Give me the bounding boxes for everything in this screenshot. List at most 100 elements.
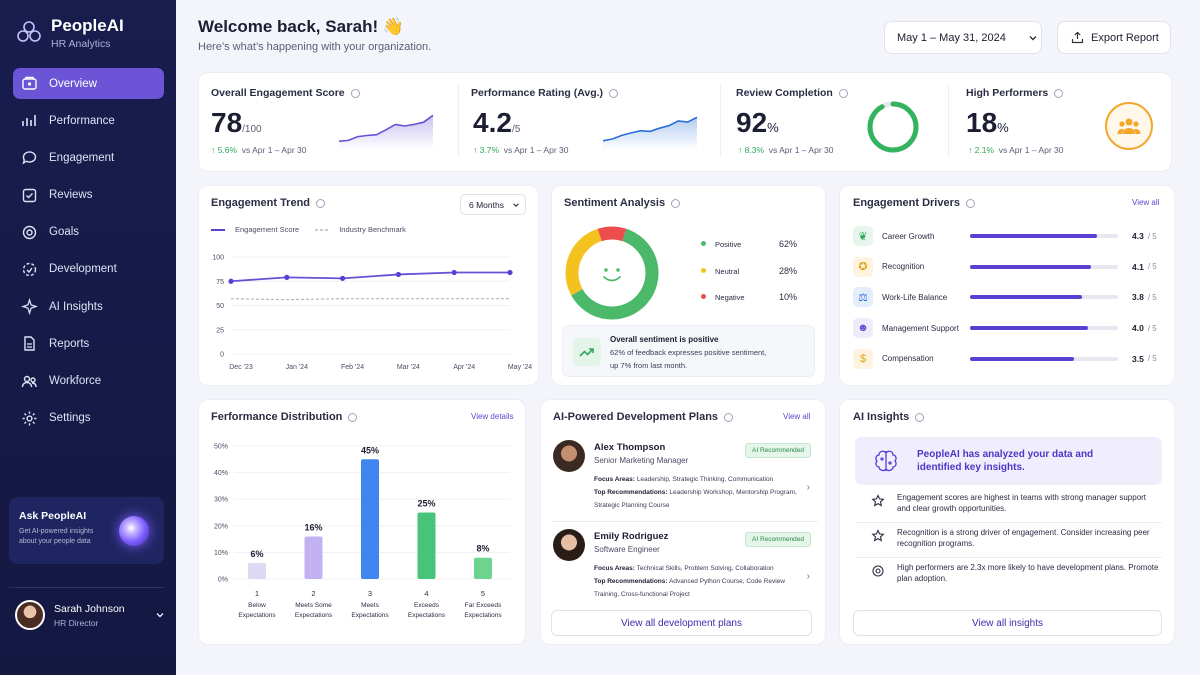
driver-bar-fill xyxy=(970,356,1074,361)
sidebar-item-ai-insights[interactable]: AI Insights xyxy=(13,291,164,322)
ask-title: Ask PeopleAI xyxy=(19,510,87,522)
view-all-plans-button[interactable]: View all development plans xyxy=(551,610,812,636)
driver-row: $ Compensation 3.5/ 5 xyxy=(853,348,1163,370)
ask-peopleai-card[interactable]: Ask PeopleAI Get AI-powered insights abo… xyxy=(9,497,164,564)
y-tick-label: 75 xyxy=(216,279,224,286)
x-tick-label: 5 xyxy=(481,589,485,598)
page-title: Welcome back, Sarah! 👋 xyxy=(198,17,405,36)
chevron-down-icon[interactable] xyxy=(155,610,165,620)
ai-orb-icon[interactable] xyxy=(119,516,149,546)
info-icon[interactable] xyxy=(671,198,681,208)
sidebar-item-label: AI Insights xyxy=(49,300,103,313)
info-icon[interactable] xyxy=(1054,88,1064,98)
driver-bar-fill xyxy=(970,264,1092,269)
sidebar-item-workforce[interactable]: Workforce xyxy=(13,366,164,397)
plan-card[interactable]: Emily Rodriguez Software Engineer AI Rec… xyxy=(551,523,818,611)
y-tick-label: 0 xyxy=(220,352,224,359)
engagement-point xyxy=(228,278,234,284)
category-label: Expectations xyxy=(464,612,502,619)
sparkline-area xyxy=(339,115,433,150)
export-report-button[interactable]: Export Report xyxy=(1057,21,1171,54)
sidebar-item-label: Reviews xyxy=(49,189,93,202)
sidebar-item-overview[interactable]: Overview xyxy=(13,68,164,99)
plans-view-all-link[interactable]: View all xyxy=(783,412,811,421)
perf-view-details-link[interactable]: View details xyxy=(471,412,514,421)
info-icon[interactable] xyxy=(838,88,848,98)
sidebar-item-reviews[interactable]: Reviews xyxy=(13,180,164,211)
driver-row: ☻ Management Support 4.0/ 5 xyxy=(853,317,1163,339)
sparkline-line xyxy=(338,114,434,142)
date-range-picker[interactable]: May 1 – May 31, 2024 xyxy=(884,21,1042,54)
legend-label: Negative xyxy=(715,293,745,302)
user-profile[interactable]: Sarah Johnson HR Director xyxy=(15,600,165,630)
chevron-right-icon[interactable]: › xyxy=(806,482,810,493)
sprout-icon: ❦ xyxy=(853,226,873,246)
chevron-right-icon[interactable]: › xyxy=(806,571,810,582)
plan-recommendations: Top Recommendations: Leadership Workshop… xyxy=(594,489,797,509)
kpi-delta: ↑ 3.7% vs Apr 1 – Apr 30 xyxy=(473,145,569,155)
bar-value-label: 25% xyxy=(417,499,435,509)
insight-divider xyxy=(855,557,1162,558)
y-tick-label: 40% xyxy=(214,470,228,477)
y-tick-label: 10% xyxy=(214,550,228,557)
engagement-drivers-card xyxy=(839,185,1175,386)
legend-value: 62% xyxy=(779,239,798,249)
sidebar-item-goals[interactable]: Goals xyxy=(13,217,164,248)
info-icon[interactable] xyxy=(348,412,358,422)
driver-max: / 5 xyxy=(1147,231,1157,241)
smiley-eye xyxy=(604,268,608,272)
sidebar-item-label: Performance xyxy=(49,114,115,127)
bar-value-label: 45% xyxy=(361,445,379,455)
driver-max: / 5 xyxy=(1147,354,1157,364)
drivers-view-all-link[interactable]: View all xyxy=(1132,198,1160,207)
y-tick-label: 25 xyxy=(216,327,224,334)
sidebar-item-reports[interactable]: Reports xyxy=(13,328,164,359)
people-icon xyxy=(21,375,37,387)
export-label: Export Report xyxy=(1091,31,1159,44)
chevron-down-icon xyxy=(513,202,519,207)
benchmark-line xyxy=(230,298,510,301)
view-all-insights-button[interactable]: View all insights xyxy=(853,610,1162,636)
team-icon xyxy=(1105,102,1153,150)
sidebar: PeopleAI HR Analytics Overview Performanc… xyxy=(0,0,176,675)
driver-label: Career Growth xyxy=(882,231,935,241)
y-tick-label: 100 xyxy=(212,255,224,262)
plan-focus: Focus Areas: Leadership, Strategic Think… xyxy=(594,476,774,483)
bar xyxy=(248,563,266,579)
x-tick-label: Mar '24 xyxy=(397,364,420,371)
sentiment-slice-negative xyxy=(597,226,627,242)
scale-icon: ⚖ xyxy=(853,287,873,308)
legend-label: Engagement Score xyxy=(235,225,300,234)
sidebar-item-engagement[interactable]: Engagement xyxy=(13,142,164,173)
driver-score: 3.5 xyxy=(1132,353,1144,364)
info-icon[interactable] xyxy=(609,88,619,98)
plan-card[interactable]: Alex Thompson Senior Marketing Manager A… xyxy=(551,434,818,522)
star-icon xyxy=(871,494,885,507)
info-icon[interactable] xyxy=(350,88,360,98)
insights-headline-box: PeopleAI has analyzed your data and iden… xyxy=(855,437,1162,485)
sidebar-item-performance[interactable]: Performance xyxy=(13,105,164,136)
sparkline-line xyxy=(602,116,698,142)
sidebar-item-settings[interactable]: Settings xyxy=(13,403,164,434)
sidebar-item-development[interactable]: Development xyxy=(13,254,164,285)
driver-bar-fill xyxy=(970,234,1098,238)
plan-name: Alex Thompson xyxy=(594,442,666,453)
sidebar-nav: Overview Performance Engagement Reviews Goal… xyxy=(13,68,164,440)
card-title: AI-Powered Development Plans xyxy=(553,411,734,423)
category-label: Far Exceeds xyxy=(465,602,502,609)
driver-bar-fill xyxy=(970,326,1089,331)
ai-recommended-badge: AI Recommended xyxy=(745,532,812,547)
info-icon[interactable] xyxy=(965,198,975,208)
driver-row: ❦ Career Growth 4.3/ 5 xyxy=(853,225,1163,247)
card-title: Engagement Drivers xyxy=(853,197,975,209)
category-label: Expectations xyxy=(238,612,276,619)
engagement-trend-card xyxy=(198,185,539,386)
info-icon[interactable] xyxy=(915,412,925,422)
info-icon[interactable] xyxy=(724,412,734,422)
coin-icon: $ xyxy=(853,348,873,369)
user-name: Sarah Johnson xyxy=(54,602,125,615)
brand[interactable]: PeopleAI HR Analytics xyxy=(16,16,124,50)
kpi-value: 4.2/5 xyxy=(473,107,521,138)
info-icon[interactable] xyxy=(316,198,326,208)
trend-range-select[interactable]: 6 Months xyxy=(460,194,526,215)
